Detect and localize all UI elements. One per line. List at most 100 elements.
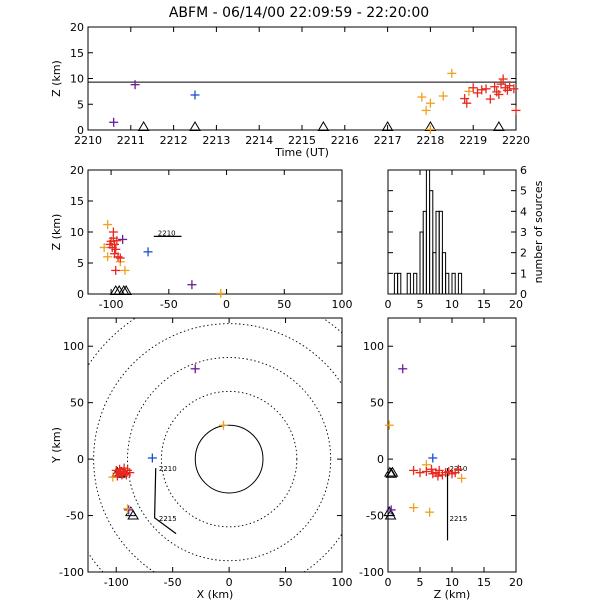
x-tick-label: 100 (332, 298, 353, 311)
histogram-bar (406, 272, 411, 295)
y-tick-label: 20 (70, 21, 84, 34)
histogram-bar (397, 272, 402, 295)
y-tick-label: 2 (520, 247, 527, 260)
time_height-frame (87, 26, 517, 131)
station-triangle (127, 509, 140, 520)
y-tick-label: -100 (359, 566, 384, 579)
y-tick-label: 10 (70, 73, 84, 86)
source-point (112, 236, 122, 246)
source-point (472, 88, 482, 98)
source-point (425, 98, 435, 108)
x-tick-label: 5 (417, 576, 424, 589)
source-point (494, 89, 504, 99)
plan-frame (87, 317, 343, 573)
histogram-bar (457, 272, 463, 295)
y-tick-label: 5 (77, 98, 84, 111)
source-point (409, 503, 419, 513)
x-tick-label: 50 (279, 576, 293, 589)
range-rings (88, 318, 342, 572)
source-point (190, 90, 200, 100)
histogram-bar (413, 272, 418, 295)
y-tick-label: 50 (370, 397, 384, 410)
source-point (112, 471, 122, 481)
x-tick-label: 10 (445, 298, 459, 311)
track-label: 2210 (158, 229, 176, 237)
track-line (153, 468, 177, 535)
source-point (109, 117, 119, 127)
source-point (417, 92, 427, 102)
source-point (115, 253, 125, 263)
x-tick-label: 2219 (459, 134, 487, 147)
source-point (498, 74, 508, 84)
range-ring (93, 323, 342, 572)
height_y-frame (387, 317, 517, 573)
station-triangle (317, 121, 330, 131)
y-tick-label: -100 (59, 566, 84, 579)
track-label: 2215 (159, 515, 177, 523)
source-point (447, 68, 457, 78)
range-ring (88, 318, 342, 572)
y-tick-label: 10 (70, 226, 84, 239)
source-point (384, 420, 394, 430)
y-tick-label: 4 (520, 205, 527, 218)
x-tick-label: -50 (160, 298, 178, 311)
source-point (453, 464, 463, 474)
time_height-panel: 2210 2211 2212 2213 2214 2215 2216 2217 2218 2219… (50, 21, 530, 159)
x-tick-label: 100 (332, 576, 353, 589)
y-axis-label: number of sources (532, 180, 545, 283)
x-tick-label: 2213 (202, 134, 230, 147)
x-tick-label: 50 (277, 298, 291, 311)
source-point (460, 94, 470, 104)
station-triangle (493, 121, 505, 131)
station-triangle (385, 467, 398, 478)
source-point (187, 280, 197, 290)
source-point (398, 364, 408, 374)
y-tick-label: 0 (77, 453, 84, 466)
x-tick-label: 0 (223, 298, 230, 311)
histogram-bar (451, 272, 456, 295)
source-point (108, 472, 118, 482)
y-tick-label: 20 (70, 164, 84, 177)
x-tick-label: 15 (477, 576, 491, 589)
source-point (143, 247, 153, 257)
station-triangle (120, 285, 132, 295)
source-point (409, 465, 419, 475)
x-tick-label: 20 (509, 298, 523, 311)
x-tick-label: 0 (385, 298, 392, 311)
x-tick-label: 20 (509, 576, 523, 589)
y-tick-label: 1 (520, 267, 527, 280)
range-ring (194, 424, 264, 494)
source-point (115, 464, 125, 474)
x-tick-label: 2217 (374, 134, 402, 147)
source-point (490, 82, 500, 92)
x_height-panel: -100 -50 0 50 100 0 5 10 15 20 Z (km) 2210 (50, 164, 353, 311)
y-tick-label: 100 (63, 340, 84, 353)
source-point (111, 265, 121, 275)
y-tick-label: 100 (363, 340, 384, 353)
source-point (216, 288, 226, 298)
y-tick-label: -50 (66, 510, 84, 523)
source-point (386, 505, 396, 515)
x-axis-label: X (km) (197, 588, 234, 600)
y-tick-label: 5 (77, 257, 84, 270)
y-tick-label: 0 (77, 288, 84, 301)
source-point (462, 98, 472, 108)
x-tick-label: 2218 (416, 134, 444, 147)
x-tick-label: 0 (226, 576, 233, 589)
y-tick-label: 3 (520, 226, 527, 239)
source-point (99, 243, 109, 252)
source-point (502, 85, 512, 95)
source-point (425, 507, 435, 517)
source-point (105, 239, 115, 249)
y-tick-label: -50 (366, 510, 384, 523)
track-label: 2210 (159, 465, 177, 473)
figure-title: ABFM - 06/14/00 22:09:59 - 22:20:00 (169, 5, 429, 21)
x-tick-label: 2211 (117, 134, 145, 147)
y-axis-label: Y (km) (50, 427, 63, 464)
source-point (511, 105, 521, 115)
y-tick-label: 15 (70, 195, 84, 208)
y-axis-label: Z (km) (50, 60, 63, 97)
